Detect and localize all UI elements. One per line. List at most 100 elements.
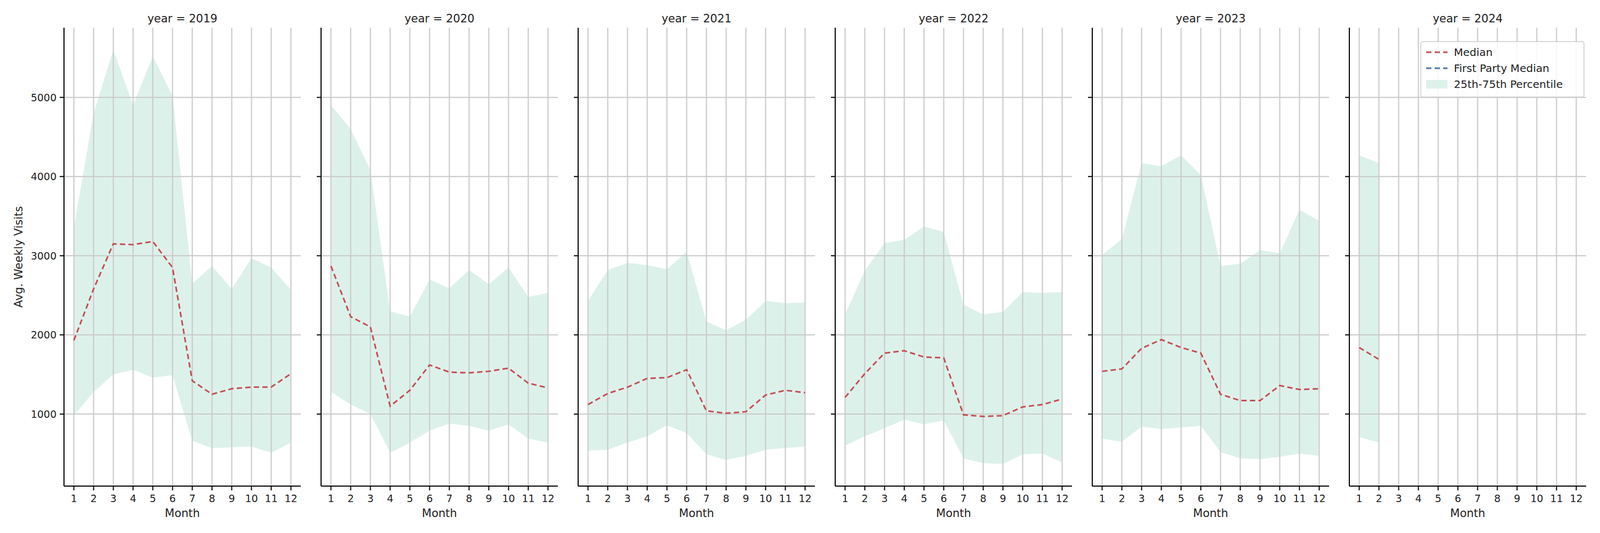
grid-line-y [578,334,815,336]
x-tick [1101,486,1103,491]
x-tick-label: 11 [264,492,278,505]
x-tick-label: 3 [1138,492,1145,505]
y-tick-label: 3000 [30,250,57,262]
x-tick [429,486,431,491]
grid-line-x [1161,27,1163,487]
x-axis-line [1349,485,1587,487]
x-tick [904,486,906,491]
grid-line-y [835,334,1072,336]
grid-line-y [578,413,815,415]
percentile-band [331,105,549,454]
grid-line-y [64,255,301,257]
grid-line-y [1349,334,1587,336]
x-axis-line [1092,485,1330,487]
y-tick [830,334,836,336]
grid-line-x [785,27,787,487]
x-tick-label: 2 [1375,492,1382,505]
grid-line-y [64,176,301,178]
grid-line-x [1240,27,1242,487]
grid-line-x [172,27,174,487]
grid-line-y [578,255,815,257]
plot-area [331,105,549,454]
panel: 123456789101112year = 2021Month [573,12,815,520]
grid-line-x [1002,27,1004,487]
legend-label: 25th-75th Percentile [1453,77,1563,91]
y-tick [1088,334,1093,336]
x-tick [884,486,886,491]
x-tick-label: 5 [1434,492,1442,505]
x-axis-label: Month [1193,507,1229,520]
y-tick [830,413,836,415]
panel-title: year = 2020 [404,12,475,26]
x-tick-label: 1 [1355,492,1363,505]
y-axis-line [63,27,65,487]
x-tick-label: 7 [445,492,453,505]
grid-line-x [963,27,965,487]
x-tick-label: 12 [798,492,812,505]
grid-line-y [1349,255,1587,257]
x-tick-label: 4 [386,492,394,505]
grid-line-y [1092,334,1330,336]
x-tick [370,486,372,491]
median-line [588,370,806,414]
grid-line-x [270,27,272,487]
x-tick [963,486,965,491]
median-line [331,266,549,407]
grid-line-x [1200,27,1202,487]
legend-box [1420,41,1584,98]
panel-title: year = 2024 [1432,12,1503,26]
x-tick-label: 12 [1055,492,1069,505]
legend-swatch [1426,51,1448,54]
x-tick [528,486,530,491]
x-tick-label: 10 [1273,492,1286,505]
panel-title: year = 2021 [661,12,732,26]
x-tick-label: 11 [1549,492,1563,505]
median-line [1359,347,1380,360]
grid-line-x [686,27,688,487]
x-tick [1576,486,1578,491]
grid-line-y [321,97,558,99]
y-tick [1088,255,1093,257]
x-axis-line [321,485,558,487]
x-tick-label: 11 [1035,492,1049,505]
grid-line-x [468,27,470,487]
grid-line-y [835,413,1072,415]
x-tick-label: 4 [1414,492,1422,505]
y-tick [59,97,64,99]
legend: MedianFirst Party Median25th-75th Percen… [1420,41,1584,98]
x-tick-label: 8 [1493,492,1501,505]
legend-swatch [1426,80,1448,89]
y-tick [59,255,64,257]
x-tick-label: 2 [604,492,611,505]
grid-line-x [231,27,233,487]
grid-line-y [321,334,558,336]
grid-line-x [1220,27,1222,487]
x-tick [449,486,451,491]
grid-line-x [666,27,668,487]
x-tick [1200,486,1202,491]
x-tick [389,486,391,491]
grid-line-x [1398,27,1400,487]
grid-line-y [321,255,558,257]
grid-line-x [923,27,925,487]
figure: 12345678910111210002000300040005000year … [0,0,1600,533]
x-tick-label: 6 [940,492,947,505]
grid-line-x [765,27,767,487]
grid-line-x [864,27,866,487]
grid-line-y [835,255,1072,257]
grid-line-x [904,27,906,487]
grid-line-y [578,97,815,99]
y-tick [59,176,64,178]
y-tick [1345,413,1350,415]
x-tick [172,486,174,491]
grid-line-y [321,176,558,178]
lines [588,370,806,414]
y-tick [573,413,579,415]
x-tick [804,486,806,491]
x-tick-label: 12 [1569,492,1583,505]
x-tick [706,486,708,491]
x-tick [725,486,727,491]
grid-line-x [152,27,154,487]
x-tick-label: 8 [722,492,730,505]
grid-line-x [1299,27,1301,487]
